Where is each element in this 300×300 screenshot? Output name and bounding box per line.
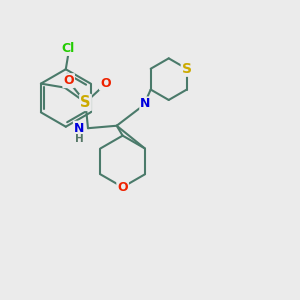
Text: S: S	[80, 95, 91, 110]
Text: O: O	[117, 181, 128, 194]
Text: H: H	[75, 134, 83, 144]
Text: N: N	[74, 122, 84, 135]
Text: S: S	[182, 62, 192, 76]
Text: O: O	[100, 76, 111, 90]
Text: Cl: Cl	[61, 42, 75, 55]
Text: O: O	[63, 74, 74, 87]
Text: N: N	[140, 98, 151, 110]
